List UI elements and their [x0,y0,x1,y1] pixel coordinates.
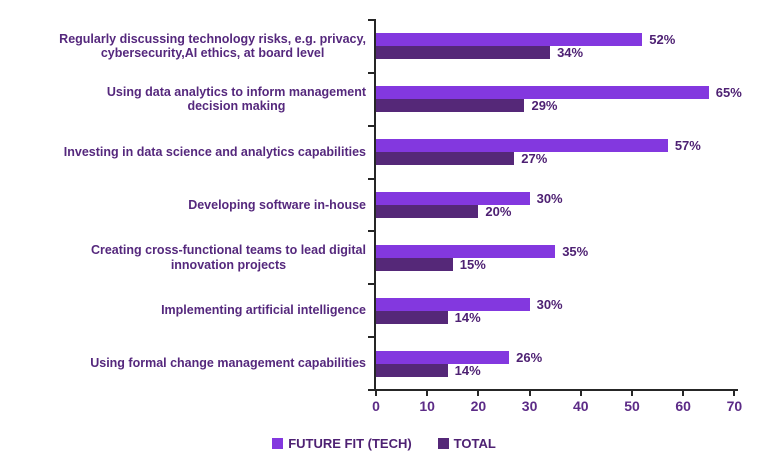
bar-future-fit [376,86,709,100]
category-label-text: Using formal change management capabilit… [90,356,366,371]
value-label: 30% [536,296,563,312]
y-axis-tick [368,283,376,286]
category-label-text: Implementing artificial intelligence [161,303,366,318]
value-label: 35% [562,243,589,259]
x-tick-label: 70 [726,398,743,414]
value-label: 57% [674,138,701,154]
value-label: 20% [485,204,512,219]
category-label-text: Using data analytics to inform managemen… [106,84,366,114]
value-label: 26% [516,349,543,365]
category-label: Using data analytics to inform managemen… [14,73,366,126]
legend-item-total: TOTAL [437,436,496,451]
legend: FUTURE FIT (TECH) TOTAL [0,436,768,451]
value-label: 30% [536,191,563,206]
x-axis-tick [528,390,531,396]
value-label: 15% [459,256,486,272]
legend-label-total: TOTAL [453,436,496,451]
category-label-text: Investing in data science and analytics … [63,144,366,159]
x-axis-tick [682,390,685,396]
category-label: Regularly discussing technology risks, e… [14,20,366,73]
category-label: Implementing artificial intelligence [14,284,366,337]
bar-future-fit [376,244,556,258]
x-axis-tick [631,390,633,396]
bar-future-fit [376,139,668,153]
bar-future-fit [376,192,530,205]
y-axis-tick [368,230,376,233]
bar-future-fit [376,350,510,364]
y-axis-tick [368,336,376,339]
bar-total [376,363,448,377]
bar-total [376,152,515,166]
bar-future-fit [376,297,530,311]
legend-item-future-fit: FUTURE FIT (TECH) [272,436,412,451]
legend-swatch-total-icon [437,438,449,449]
legend-label-future-fit: FUTURE FIT (TECH) [288,436,412,451]
bar-total [376,310,448,324]
x-axis-tick [579,390,582,396]
y-axis-tick [368,177,376,180]
category-label: Investing in data science and analytics … [14,126,366,179]
legend-swatch-future-fit-icon [272,438,284,449]
bar-future-fit [376,33,643,47]
value-label: 34% [557,45,584,61]
category-label-text: Developing software in-house [188,197,366,212]
x-tick-label: 0 [372,398,380,414]
category-label-text: Regularly discussing technology risks, e… [59,31,366,61]
y-axis-tick [368,71,376,74]
bar-total [376,99,525,113]
value-label: 27% [521,151,548,167]
y-axis-tick [368,389,376,391]
x-axis-tick [733,390,736,396]
x-tick-label: 10 [419,398,435,414]
value-label: 29% [531,98,558,114]
x-axis-tick [426,390,429,396]
x-tick-label: 40 [573,398,589,414]
category-label: Using formal change management capabilit… [14,337,366,390]
bar-total [376,257,453,271]
y-axis-tick [368,124,376,127]
value-label: 14% [454,362,481,378]
x-axis-tick [477,390,480,396]
x-tick-label: 60 [675,398,691,414]
x-axis-tick [375,390,377,396]
x-tick-label: 20 [470,398,487,414]
y-axis-line [374,20,376,390]
x-tick-label: 30 [521,398,538,414]
category-label: Developing software in-house [14,179,366,232]
bar-total [376,46,551,60]
value-label: 52% [649,32,676,48]
category-label: Creating cross-functional teams to lead … [14,231,366,284]
value-label: 14% [454,309,481,325]
x-axis-line [368,389,738,391]
category-label-text: Creating cross-functional teams to lead … [90,243,366,272]
value-label: 65% [715,85,742,101]
bar-total [376,205,479,218]
y-axis-tick [368,19,376,21]
x-tick-label: 50 [624,398,640,414]
